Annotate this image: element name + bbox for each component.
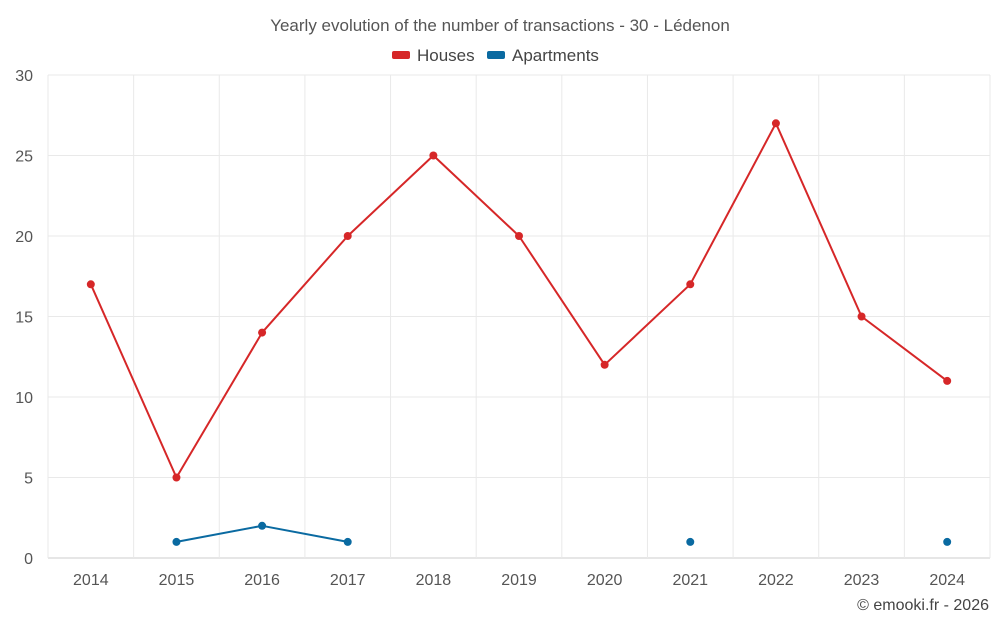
y-tick-label: 10: [15, 390, 33, 407]
x-tick-label-2021: 2021: [672, 572, 708, 589]
houses-point-2015[interactable]: [172, 473, 181, 482]
x-tick-label-2018: 2018: [416, 572, 452, 589]
series-layer: [86, 119, 952, 546]
credit-text: © emooki.fr - 2026: [857, 597, 989, 614]
apartments-point-2015[interactable]: [172, 537, 181, 546]
houses-point-2018[interactable]: [429, 151, 438, 160]
apartments-point-2021[interactable]: [686, 537, 695, 546]
y-axis: 0 5 10 15 20 25 30: [15, 68, 33, 568]
legend-apartments-swatch: [487, 51, 505, 59]
y-tick-label: 25: [15, 149, 33, 166]
x-tick-label-2024: 2024: [929, 572, 965, 589]
x-tick-label-2020: 2020: [587, 572, 623, 589]
houses-point-2017[interactable]: [343, 232, 352, 240]
y-tick-label: 5: [24, 471, 33, 488]
legend: Houses Apartments: [392, 46, 599, 65]
gridlines: [47, 74, 991, 559]
houses-point-2022[interactable]: [771, 119, 780, 128]
houses-point-2021[interactable]: [686, 280, 695, 289]
apartments-point-2024[interactable]: [943, 537, 952, 546]
apartments-point-2016[interactable]: [258, 521, 267, 530]
houses-point-2023[interactable]: [857, 312, 866, 321]
x-tick-label-2019: 2019: [501, 572, 537, 589]
x-tick-label-2014: 2014: [73, 572, 109, 589]
x-tick-label-2022: 2022: [758, 572, 794, 589]
houses-point-2019[interactable]: [515, 232, 523, 240]
chart-title: Yearly evolution of the number of transa…: [270, 16, 730, 35]
apartments-point-2017[interactable]: [343, 537, 352, 546]
houses-point-2024[interactable]: [943, 376, 952, 385]
houses-point-2016[interactable]: [258, 328, 267, 337]
y-tick-label: 15: [15, 310, 33, 327]
legend-houses-swatch: [392, 51, 410, 59]
x-axis: 2014 2015 2016 2017 2018 2019 2020 2021 2022 2023…: [73, 572, 965, 589]
legend-houses-label[interactable]: Houses: [417, 46, 475, 65]
y-tick-label: 20: [15, 229, 33, 246]
x-tick-label-2023: 2023: [844, 572, 880, 589]
houses-point-2020[interactable]: [600, 360, 609, 369]
x-tick-label-2015: 2015: [159, 572, 195, 589]
y-tick-label: 0: [24, 551, 33, 568]
legend-apartments-label[interactable]: Apartments: [512, 46, 599, 65]
x-tick-label-2017: 2017: [330, 572, 366, 589]
x-tick-label-2016: 2016: [244, 572, 280, 589]
y-tick-label: 30: [15, 68, 33, 85]
houses-point-2014[interactable]: [86, 280, 95, 289]
